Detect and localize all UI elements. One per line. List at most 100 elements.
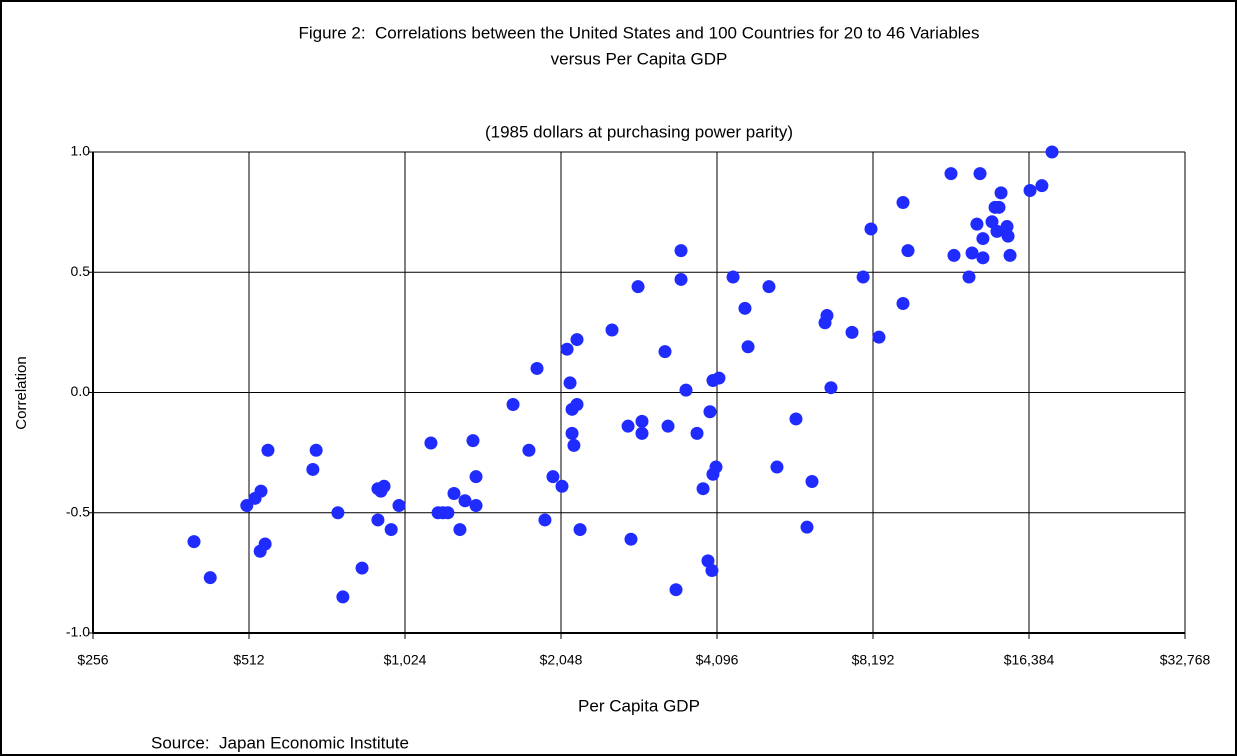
point — [522, 443, 536, 457]
point — [965, 246, 979, 260]
y-tick-label: 1.0 — [71, 143, 91, 159]
point — [976, 232, 990, 246]
point — [976, 251, 990, 265]
point — [458, 494, 472, 508]
point — [506, 398, 520, 412]
point — [570, 333, 584, 347]
point — [901, 244, 915, 258]
chart-title: Figure 2: Correlations between the Unite… — [298, 23, 979, 42]
point — [570, 398, 584, 412]
point — [1035, 179, 1049, 193]
point — [947, 248, 961, 262]
point — [690, 426, 704, 440]
point — [355, 561, 369, 575]
point — [530, 361, 544, 375]
point — [661, 419, 675, 433]
point — [621, 419, 635, 433]
point — [1045, 145, 1059, 159]
point — [635, 426, 649, 440]
point — [466, 434, 480, 448]
point — [896, 196, 910, 210]
point — [864, 222, 878, 236]
point — [709, 460, 723, 474]
chart-title: versus Per Capita GDP — [551, 49, 728, 68]
point — [944, 167, 958, 181]
point — [669, 583, 683, 597]
point — [705, 563, 719, 577]
x-tick-label: $256 — [77, 652, 108, 668]
point — [712, 371, 726, 385]
point — [203, 571, 217, 585]
point — [258, 537, 272, 551]
point — [674, 244, 688, 258]
point — [800, 520, 814, 534]
point — [726, 270, 740, 284]
x-tick-label: $8,192 — [852, 652, 895, 668]
point — [424, 436, 438, 450]
point — [331, 506, 345, 520]
y-tick-label: -0.5 — [66, 503, 90, 519]
chart-subtitle: (1985 dollars at purchasing power parity… — [485, 122, 793, 141]
x-tick-label: $1,024 — [384, 652, 427, 668]
point — [970, 217, 984, 231]
point — [563, 376, 577, 390]
point — [1003, 248, 1017, 262]
point — [441, 506, 455, 520]
point — [805, 474, 819, 488]
point — [896, 297, 910, 311]
point — [254, 484, 268, 498]
point — [261, 443, 275, 457]
point — [872, 330, 886, 344]
point — [658, 345, 672, 359]
point — [567, 438, 581, 452]
point — [992, 200, 1006, 214]
point — [392, 499, 406, 513]
point — [703, 405, 717, 419]
x-tick-label: $2,048 — [540, 652, 583, 668]
point — [469, 470, 483, 484]
point — [453, 523, 467, 537]
point — [1023, 183, 1037, 197]
x-tick-label: $4,096 — [696, 652, 739, 668]
y-tick-label: -1.0 — [66, 624, 90, 640]
point — [990, 224, 1004, 238]
point — [994, 186, 1008, 200]
point — [962, 270, 976, 284]
point — [1001, 229, 1015, 243]
point — [384, 523, 398, 537]
x-axis-label: Per Capita GDP — [578, 696, 700, 715]
y-tick-label: 0.0 — [71, 383, 91, 399]
point — [762, 280, 776, 294]
point — [770, 460, 784, 474]
point — [631, 280, 645, 294]
point — [696, 482, 710, 496]
point — [306, 462, 320, 476]
point — [824, 381, 838, 395]
point — [573, 523, 587, 537]
point — [555, 479, 569, 493]
point — [679, 383, 693, 397]
point — [985, 215, 999, 229]
point — [674, 272, 688, 286]
point — [820, 309, 834, 323]
x-tick-label: $16,384 — [1004, 652, 1055, 668]
point — [187, 535, 201, 549]
y-tick-label: 0.5 — [71, 263, 91, 279]
point — [560, 342, 574, 356]
point — [845, 325, 859, 339]
point — [309, 443, 323, 457]
x-tick-label: $512 — [233, 652, 264, 668]
y-axis-label: Correlation — [13, 356, 30, 429]
point — [635, 414, 649, 428]
point — [741, 340, 755, 354]
point — [624, 532, 638, 546]
point — [789, 412, 803, 426]
point — [565, 426, 579, 440]
point — [469, 499, 483, 513]
point — [538, 513, 552, 527]
point — [856, 270, 870, 284]
point — [371, 513, 385, 527]
point — [336, 590, 350, 604]
